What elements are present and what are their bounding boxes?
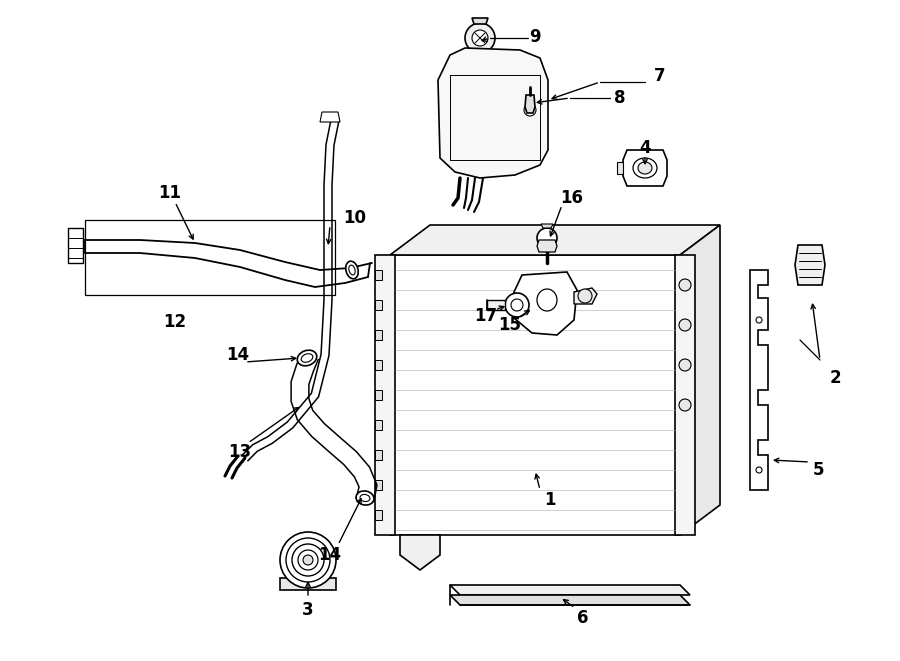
Polygon shape [525,95,535,113]
Circle shape [756,317,762,323]
Ellipse shape [633,158,657,178]
Ellipse shape [346,261,358,279]
Ellipse shape [297,350,317,366]
Circle shape [505,293,529,317]
Circle shape [511,299,523,311]
Polygon shape [375,510,382,520]
Text: 7: 7 [654,67,666,85]
Text: 2: 2 [829,369,841,387]
Text: 12: 12 [164,313,186,331]
Circle shape [679,399,691,411]
Circle shape [298,550,318,570]
Text: 14: 14 [227,346,249,364]
Polygon shape [375,450,382,460]
Polygon shape [320,112,340,122]
Circle shape [292,544,324,576]
Circle shape [679,319,691,331]
Text: 11: 11 [158,184,182,202]
Ellipse shape [360,494,370,502]
Polygon shape [487,300,505,310]
Text: 3: 3 [302,601,314,619]
Ellipse shape [349,265,356,275]
Text: 13: 13 [229,443,252,461]
Polygon shape [375,300,382,310]
Polygon shape [375,360,382,370]
Text: 14: 14 [319,546,342,564]
Ellipse shape [302,354,313,362]
Polygon shape [680,225,720,535]
Text: 5: 5 [812,461,824,479]
Circle shape [465,23,495,53]
Polygon shape [390,225,720,255]
Polygon shape [438,48,548,178]
Text: 15: 15 [499,316,521,334]
Circle shape [756,467,762,473]
Circle shape [679,359,691,371]
Circle shape [537,228,557,248]
Ellipse shape [638,162,652,174]
Polygon shape [450,595,690,605]
Polygon shape [617,162,623,174]
Text: 9: 9 [529,28,541,46]
Polygon shape [375,420,382,430]
Polygon shape [375,330,382,340]
Circle shape [303,555,313,565]
Polygon shape [450,585,690,595]
Polygon shape [750,270,768,490]
Polygon shape [541,224,553,228]
Text: 6: 6 [577,609,589,627]
Polygon shape [68,228,83,263]
Polygon shape [514,272,577,335]
Circle shape [280,532,336,588]
Polygon shape [795,245,825,285]
Polygon shape [375,255,395,535]
Polygon shape [623,150,667,186]
Ellipse shape [537,289,557,311]
Ellipse shape [356,491,374,505]
Polygon shape [390,255,680,535]
Polygon shape [574,288,597,304]
Circle shape [472,30,488,46]
Polygon shape [375,270,382,280]
Text: 17: 17 [474,307,498,325]
Circle shape [578,289,592,303]
Polygon shape [472,18,488,24]
Text: 8: 8 [614,89,626,107]
Polygon shape [375,390,382,400]
Polygon shape [375,480,382,490]
Circle shape [286,538,330,582]
Circle shape [524,104,536,116]
Circle shape [679,279,691,291]
Text: 4: 4 [639,139,651,157]
Polygon shape [400,535,440,570]
Polygon shape [537,240,557,252]
Text: 10: 10 [344,209,366,227]
Text: 1: 1 [544,491,556,509]
Polygon shape [280,578,336,590]
Polygon shape [675,255,695,535]
Text: 16: 16 [561,189,583,207]
